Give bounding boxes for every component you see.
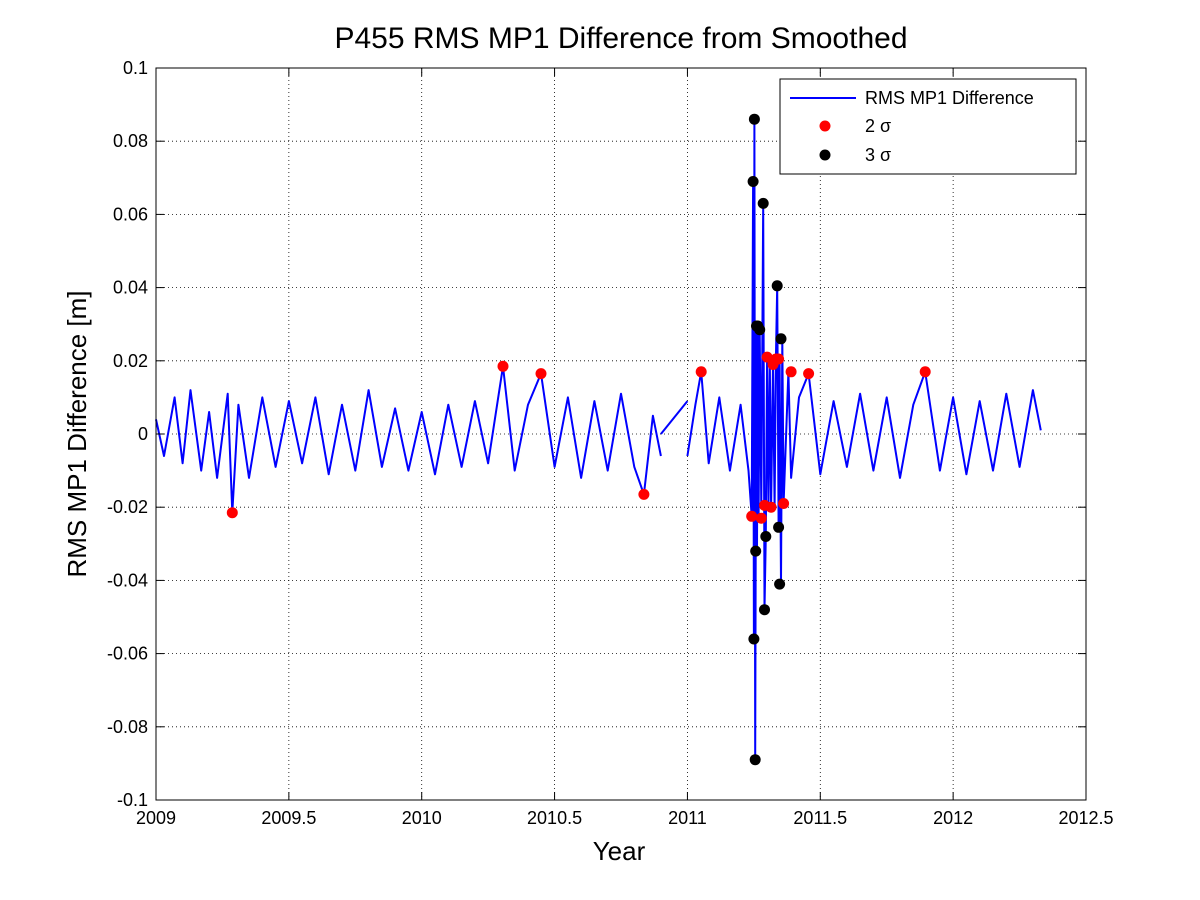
x-tick-label: 2010.5 (527, 808, 582, 828)
sigma3-point (774, 578, 786, 590)
x-tick-label: 2009.5 (261, 808, 316, 828)
sigma3-point (775, 333, 787, 345)
y-tick-label: -0.1 (117, 790, 148, 810)
y-tick-label: -0.04 (107, 570, 148, 590)
y-tick-label: -0.02 (107, 497, 148, 517)
legend-label-3sigma: 3 σ (865, 145, 891, 165)
sigma3-point (759, 604, 770, 616)
legend-label-line: RMS MP1 Difference (865, 88, 1034, 108)
legend-marker-2sigma (819, 120, 831, 132)
x-tick-label: 2011.5 (793, 808, 847, 828)
rms-mp1-difference-line (686, 118, 1042, 761)
y-tick-label: -0.06 (107, 644, 148, 664)
x-tick-label: 2010 (402, 808, 442, 828)
sigma3-point (757, 197, 769, 209)
sigma3-point (760, 531, 772, 542)
x-tick-label: 2012 (933, 808, 973, 828)
data-series (155, 113, 1042, 766)
sigma2-point (497, 360, 509, 372)
x-axis-label: Year (593, 836, 646, 866)
legend: RMS MP1 Difference 2 σ 3 σ (779, 78, 1077, 175)
y-tick-label: 0.06 (113, 204, 148, 224)
y-tick-label: 0 (138, 424, 148, 444)
x-tick-label: 2009 (136, 808, 176, 828)
sigma2-point (535, 368, 547, 380)
sigma3-point (754, 324, 766, 336)
sigma2-point (919, 366, 931, 378)
y-tick-label: -0.08 (107, 717, 148, 737)
y-tick-label: 0.02 (113, 351, 148, 371)
legend-label-2sigma: 2 σ (865, 116, 891, 136)
sigma2-point (778, 498, 790, 509)
sigma2-point (765, 501, 777, 513)
sigma2-point (226, 507, 238, 519)
x-tick-label: 2011 (668, 808, 707, 828)
sigma3-point (748, 113, 760, 125)
sigma2-point (761, 351, 773, 363)
sigma2-point (755, 512, 767, 524)
sigma2-point (695, 366, 707, 378)
sigma2-point (785, 366, 797, 378)
sigma3-point (749, 754, 761, 766)
x-tick-label: 2012.5 (1058, 808, 1113, 828)
rms-mp1-difference-line (660, 400, 689, 435)
y-tick-label: 0.04 (113, 278, 148, 298)
legend-marker-3sigma (819, 149, 831, 161)
sigma3-point (771, 280, 783, 292)
ticks: 2009 2009.5 2010 2010.5 2011 2011.5 2012 2012.5… (107, 58, 1114, 828)
y-tick-label: 0.08 (113, 131, 148, 151)
sigma2-point (773, 353, 785, 365)
y-axis-label: RMS MP1 Difference [m] (62, 290, 92, 577)
sigma3-point (750, 545, 762, 557)
rms-mp1-difference-line (155, 365, 662, 514)
chart-title: P455 RMS MP1 Difference from Smoothed (334, 22, 907, 55)
sigma2-point (638, 488, 650, 500)
sigma3-point (773, 521, 785, 533)
sigma2-point (746, 510, 758, 522)
sigma3-point (748, 633, 760, 645)
sigma2-point (803, 368, 815, 380)
y-tick-label: 0.1 (123, 58, 148, 78)
grid (156, 68, 1086, 800)
sigma3-point (747, 176, 759, 187)
